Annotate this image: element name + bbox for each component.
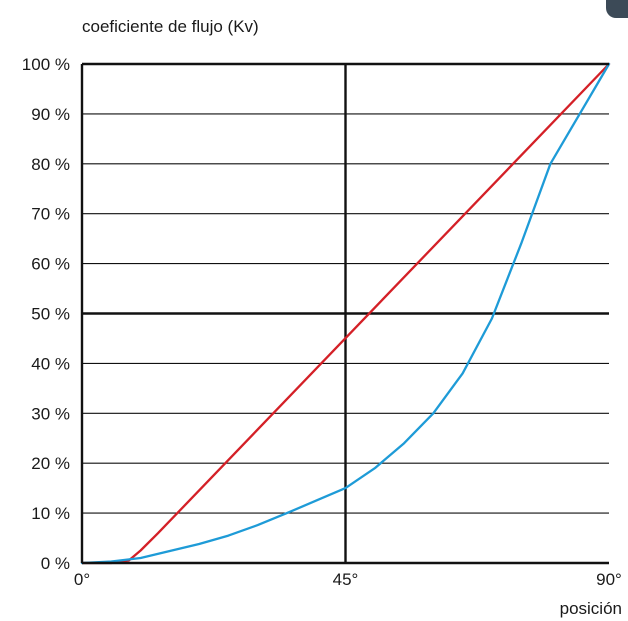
grid-lines <box>82 64 609 563</box>
y-tick-label: 60 % <box>31 255 70 274</box>
y-tick-label: 90 % <box>31 105 70 124</box>
plot-frame <box>80 62 609 565</box>
series-line-2 <box>80 62 611 565</box>
y-tick-label: 100 % <box>22 55 70 74</box>
y-tick-label: 10 % <box>31 504 70 523</box>
y-tick-label: 30 % <box>31 404 70 423</box>
x-tick-labels: 0° 45° 90° <box>74 570 622 589</box>
y-tick-label: 0 % <box>41 554 70 573</box>
x-tick-label: 90° <box>596 570 622 589</box>
corner-decoration <box>606 0 628 18</box>
y-tick-label: 70 % <box>31 205 70 224</box>
x-tick-label: 45° <box>333 570 359 589</box>
y-tick-label: 80 % <box>31 155 70 174</box>
x-axis-title: posición <box>560 599 622 618</box>
y-tick-label: 40 % <box>31 354 70 373</box>
x-tick-label: 0° <box>74 570 90 589</box>
y-tick-labels: 0 % 10 % 20 % 30 % 40 % 50 % 60 % 70 % 80 % 90 % 1… <box>22 55 70 573</box>
y-axis-title: coeficiente de flujo (Kv) <box>82 17 259 36</box>
y-tick-label: 20 % <box>31 454 70 473</box>
y-tick-label: 50 % <box>31 305 70 324</box>
